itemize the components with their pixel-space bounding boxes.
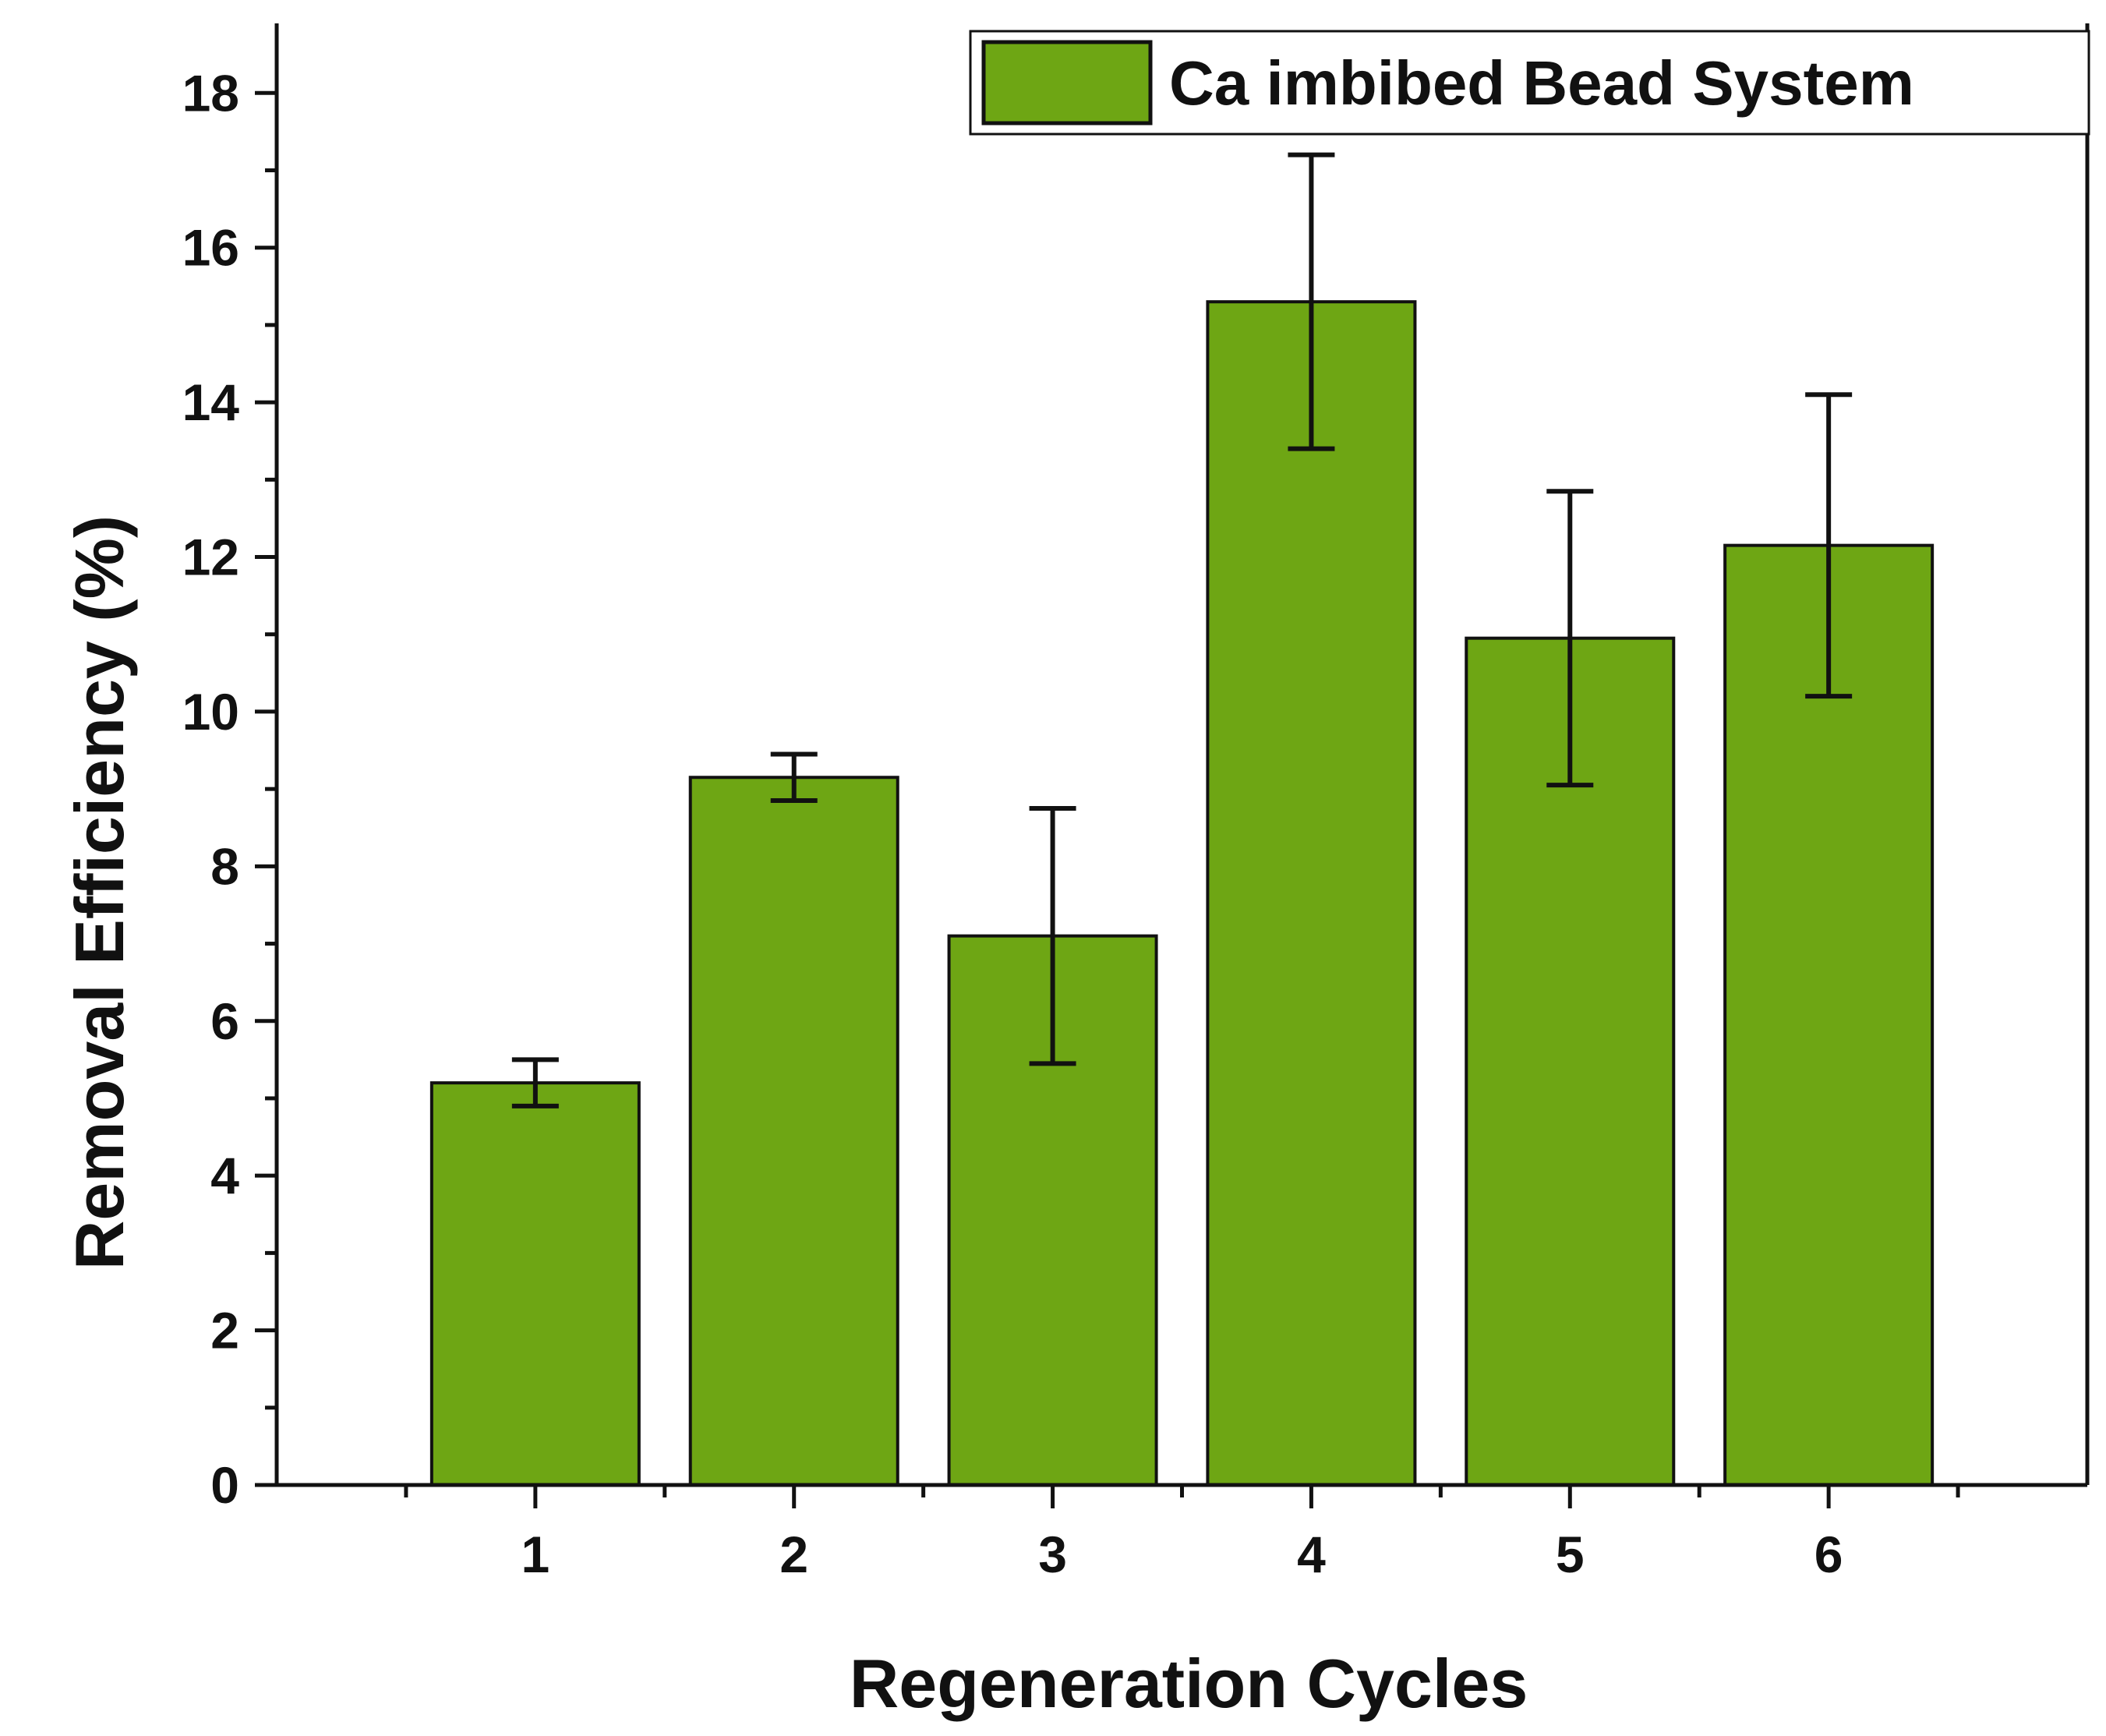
y-tick-label: 10: [182, 683, 239, 741]
error-bar-cycle-5: [1546, 489, 1594, 788]
legend-label: Ca imbibed Bead System: [1169, 48, 1914, 118]
bar-cycle-4: [1206, 300, 1417, 1487]
y-tick-label: 6: [210, 992, 239, 1050]
x-tick-label: 3: [1038, 1526, 1067, 1583]
error-bars-layer: [511, 152, 1853, 1108]
x-tick-label: 2: [779, 1526, 808, 1583]
x-tick-label: 5: [1556, 1526, 1585, 1583]
y-tick-label: 18: [182, 64, 239, 122]
legend-box: [969, 30, 2090, 136]
x-axis-title: Regeneration Cycles: [850, 1645, 1528, 1722]
error-bar-cycle-1: [511, 1057, 559, 1108]
x-tick-label: 4: [1297, 1526, 1326, 1583]
error-bar-cycle-3: [1029, 805, 1076, 1066]
legend: Ca imbibed Bead System: [969, 30, 2090, 136]
y-tick-label: 4: [210, 1147, 239, 1204]
y-tick-label: 14: [182, 373, 240, 431]
error-bar-cycle-6: [1805, 392, 1853, 699]
y-tick-label: 12: [182, 529, 239, 586]
y-axis-title: Removal Efficiency (%): [61, 515, 138, 1270]
x-tick-label: 1: [521, 1526, 549, 1583]
y-tick-label: 2: [210, 1302, 239, 1359]
error-bar-cycle-4: [1288, 152, 1335, 451]
y-tick-label: 0: [210, 1456, 239, 1514]
error-bar-cycle-2: [770, 751, 818, 804]
y-tick-label: 16: [182, 219, 239, 277]
bars-layer: [429, 300, 1935, 1487]
legend-swatch: [981, 40, 1153, 126]
x-tick-label: 6: [1814, 1526, 1843, 1583]
bar-cycle-1: [429, 1081, 641, 1487]
y-tick-label: 8: [210, 837, 239, 895]
bar-cycle-2: [688, 776, 899, 1487]
